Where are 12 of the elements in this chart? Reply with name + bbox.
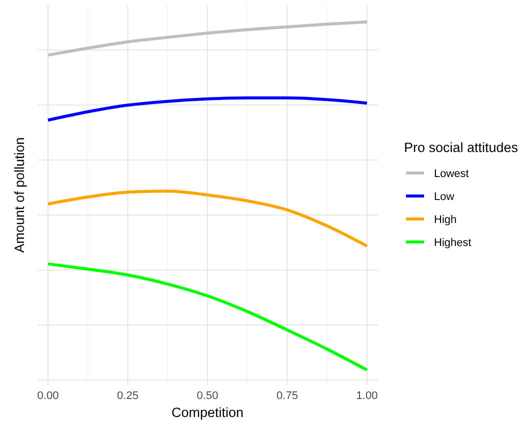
legend-title: Pro social attitudes	[404, 140, 518, 155]
x-tick-label: 0.00	[37, 390, 59, 402]
legend-label: Highest	[434, 237, 472, 249]
x-tick-label: 0.25	[117, 390, 138, 402]
x-tick-label: 0.50	[196, 390, 218, 402]
x-axis-title: Competition	[171, 405, 244, 420]
x-tick-label: 1.00	[356, 390, 378, 402]
legend-label: High	[434, 214, 457, 226]
legend-label: Low	[434, 191, 454, 203]
x-tick-label: 0.75	[276, 390, 298, 402]
legend-label: Lowest	[434, 168, 469, 180]
y-axis-title: Amount of pollution	[12, 137, 27, 253]
